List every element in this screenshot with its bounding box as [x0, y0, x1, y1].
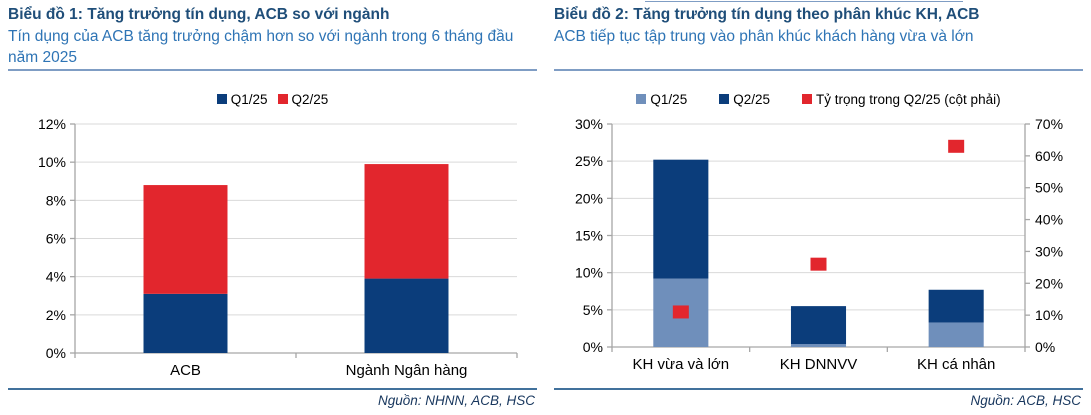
y-tick-label: 25%: [575, 153, 603, 169]
y-tick-label: 15%: [575, 228, 603, 244]
y-tick-label: 8%: [46, 192, 66, 208]
marker-square-kh-v-a-v-l-n: [672, 305, 689, 319]
chart2-header-divider: [554, 69, 1083, 71]
x-tick-label: KH cá nhân: [917, 356, 995, 373]
chart2-source-divider: [554, 388, 1083, 390]
chart2-title: Biểu đồ 2: Tăng trưởng tín dụng theo phâ…: [554, 6, 980, 23]
y-tick-label: 2%: [46, 307, 66, 323]
y-tick-label: 6%: [46, 231, 66, 247]
bar-segment-q2-25-ng-nh-ng-n-h-ng: [364, 164, 449, 279]
secondary-y-tick-label: 40%: [1035, 212, 1063, 228]
marker-square-kh-dnnvv: [810, 257, 827, 271]
legend-label: Q2/25: [291, 91, 329, 107]
secondary-y-tick-label: 0%: [1035, 339, 1055, 355]
chart2-legend: Q1/25 Q2/25 Tỷ trọng trong Q2/25 (cột phải…: [546, 91, 1091, 107]
chart1-header-divider: [8, 69, 537, 71]
panel-chart-1: Biểu đồ 1: Tăng trưởng tín dụng, ACB so …: [0, 0, 545, 415]
chart1-source-divider: [8, 388, 537, 390]
chart2-source: Nguồn: ACB, HSC: [970, 393, 1081, 408]
chart2-subtitle: ACB tiếp tục tập trung vào phân khúc khá…: [554, 28, 974, 45]
chart1-subtitle: Tín dụng của ACB tăng trưởng chậm hơn so…: [8, 28, 514, 66]
legend-label: Q1/25: [230, 91, 268, 107]
legend-item-q1-25: Q1/25: [636, 92, 687, 107]
bar-segment-q1-25-kh-c-nh-n: [928, 322, 984, 347]
bar-segment-q1-25-ng-nh-ng-n-h-ng: [364, 278, 449, 353]
secondary-y-tick-label: 60%: [1035, 148, 1063, 164]
legend-swatch-icon: [216, 94, 227, 104]
chart2-plot: 0% 5% 10% 15% 20% 25% 30% 0% 10% 20% 30% 40% 50% 60% 7…: [575, 116, 1063, 373]
bar-segment-q1-25-kh-dnnvv: [790, 344, 847, 347]
legend-swatch-icon: [636, 94, 647, 104]
bar-segment-q2-25-kh-c-nh-n: [928, 289, 984, 323]
legend-swatch-icon: [719, 94, 730, 104]
secondary-y-tick-label: 50%: [1035, 180, 1063, 196]
y-tick-label: 12%: [38, 116, 66, 132]
legend-item-q2-25: Q2/25: [719, 92, 770, 107]
y-tick-label: 4%: [46, 269, 66, 285]
x-tick-label: Ngành Ngân hàng: [346, 362, 468, 379]
y-tick-label: 30%: [575, 116, 603, 132]
legend-label: Q2/25: [733, 91, 770, 107]
legend-label: Tỷ trọng trong Q2/25 (cột phải): [815, 91, 1001, 107]
secondary-y-tick-label: 10%: [1035, 307, 1063, 323]
x-tick-label: KH DNNVV: [780, 356, 858, 373]
legend-swatch-icon: [801, 94, 812, 104]
chart1-plot: 0% 2% 4% 6% 8% 10% 12% ACB Ngành Ngân hàng: [38, 116, 518, 379]
bar-segment-q2-25-kh-v-a-v-l-n: [653, 159, 709, 279]
y-tick-label: 10%: [575, 265, 603, 281]
legend-item-t-tr-ng-trong-q2-25-c-t-ph-i: Tỷ trọng trong Q2/25 (cột phải): [801, 91, 1001, 107]
secondary-y-tick-label: 70%: [1035, 116, 1063, 132]
bar-segment-q2-25-kh-dnnvv: [790, 306, 847, 345]
chart1-legend: Q1/25 Q2/25: [0, 91, 545, 107]
x-tick-label: ACB: [170, 362, 201, 379]
secondary-y-tick-label: 20%: [1035, 275, 1063, 291]
y-tick-label: 20%: [575, 190, 603, 206]
y-tick-label: 10%: [38, 154, 66, 170]
y-tick-label: 0%: [46, 345, 66, 361]
bar-segment-q2-25-acb: [143, 185, 228, 294]
y-tick-label: 5%: [583, 302, 603, 318]
bar-segment-q1-25-acb: [143, 293, 228, 353]
y-tick-label: 0%: [583, 339, 603, 355]
panel-chart-2: Biểu đồ 2: Tăng trưởng tín dụng theo phâ…: [546, 0, 1091, 415]
x-tick-label: KH vừa và lớn: [633, 356, 730, 373]
secondary-y-tick-label: 30%: [1035, 243, 1063, 259]
legend-swatch-icon: [277, 94, 288, 104]
marker-square-kh-c-nh-n: [948, 139, 965, 153]
legend-item-q2-25: Q2/25: [277, 91, 329, 107]
top-right-partial-line: [645, 1, 963, 2]
chart1-title: Biểu đồ 1: Tăng trưởng tín dụng, ACB so …: [8, 6, 390, 23]
legend-item-q1-25: Q1/25: [216, 91, 268, 107]
legend-label: Q1/25: [650, 91, 688, 107]
chart1-source: Nguồn: NHNN, ACB, HSC: [377, 393, 535, 408]
